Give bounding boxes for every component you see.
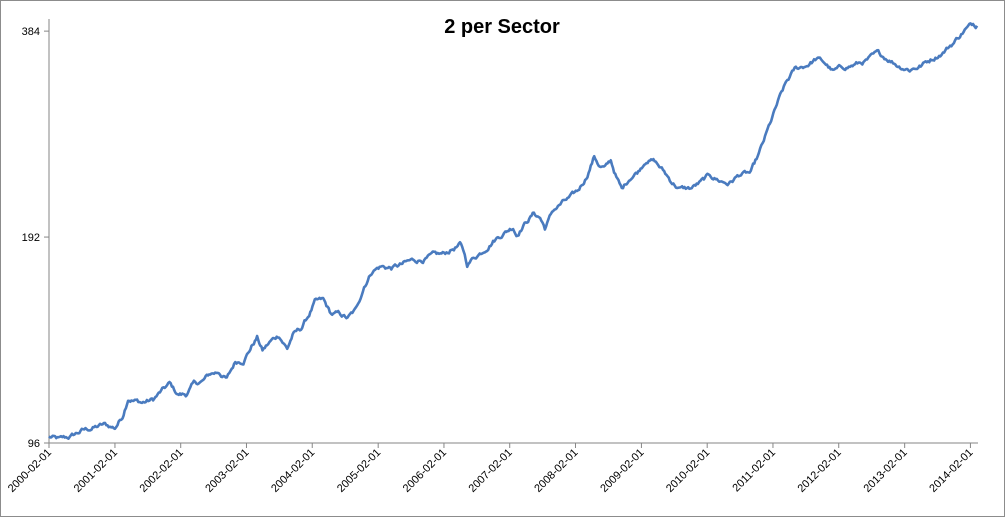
axes	[44, 19, 978, 448]
series-line	[48, 22, 979, 440]
y-tick-label: 96	[28, 438, 40, 450]
x-tick-label: 2010-02-01	[664, 447, 712, 495]
x-tick-labels: 2000-02-01 2001-02-01 2002-02-01 2003-02-01…	[6, 447, 976, 495]
x-tick-label: 2014-02-01	[927, 447, 975, 495]
y-tick-label: 192	[22, 232, 40, 244]
x-tick-label: 2012-02-01	[796, 447, 844, 495]
x-tick-label: 2007-02-01	[467, 447, 515, 495]
y-tick-labels: 96 192 384	[22, 26, 40, 450]
series-layer	[48, 22, 979, 440]
x-tick-label: 2000-02-01	[6, 447, 54, 495]
x-tick-label: 2011-02-01	[730, 447, 778, 495]
x-tick-label: 2009-02-01	[598, 447, 646, 495]
x-tick-label: 2004-02-01	[269, 447, 317, 495]
x-tick-label: 2002-02-01	[138, 447, 186, 495]
x-tick-label: 2005-02-01	[335, 447, 383, 495]
x-tick-label: 2006-02-01	[401, 447, 449, 495]
x-tick-label: 2001-02-01	[72, 447, 120, 495]
chart-title: 2 per Sector	[444, 16, 560, 38]
x-tick-label: 2013-02-01	[862, 447, 910, 495]
x-tick-label: 2008-02-01	[532, 447, 580, 495]
y-tick-label: 384	[22, 26, 40, 38]
x-tick-label: 2003-02-01	[203, 447, 251, 495]
